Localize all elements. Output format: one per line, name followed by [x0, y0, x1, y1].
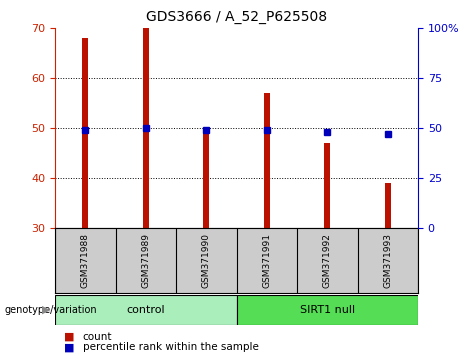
Bar — [203, 128, 209, 228]
Bar — [82, 38, 88, 228]
Bar — [143, 28, 149, 228]
Text: count: count — [83, 332, 112, 342]
Text: SIRT1 null: SIRT1 null — [300, 305, 355, 315]
Text: ■: ■ — [64, 332, 75, 342]
Title: GDS3666 / A_52_P625508: GDS3666 / A_52_P625508 — [146, 10, 327, 24]
Bar — [236, 295, 418, 325]
Text: GSM371993: GSM371993 — [383, 233, 392, 288]
Text: GSM371992: GSM371992 — [323, 233, 332, 288]
Text: GSM371989: GSM371989 — [141, 233, 150, 288]
Text: GSM371991: GSM371991 — [262, 233, 271, 288]
Text: control: control — [126, 305, 165, 315]
Bar — [324, 143, 330, 228]
Text: ▶: ▶ — [42, 305, 50, 315]
Text: ■: ■ — [64, 343, 75, 353]
Text: percentile rank within the sample: percentile rank within the sample — [83, 343, 259, 353]
Text: GSM371988: GSM371988 — [81, 233, 90, 288]
Bar — [385, 183, 391, 228]
Bar — [264, 93, 270, 228]
Bar — [55, 295, 236, 325]
Text: GSM371990: GSM371990 — [202, 233, 211, 288]
Text: genotype/variation: genotype/variation — [5, 305, 97, 315]
